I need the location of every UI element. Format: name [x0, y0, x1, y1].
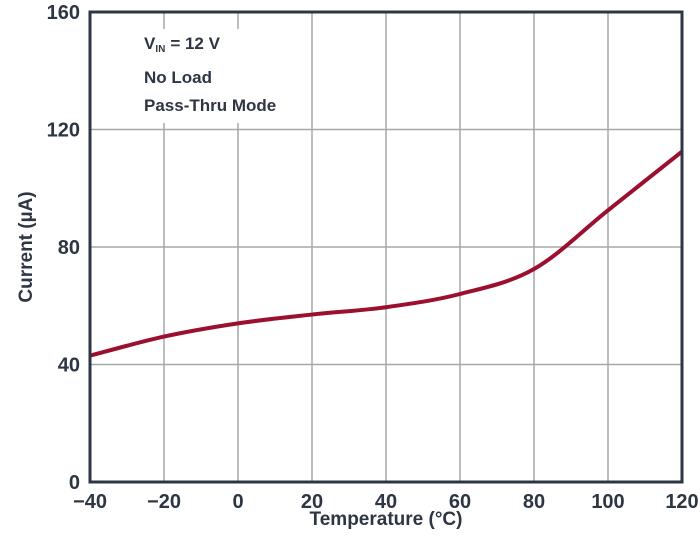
y-tick-label: 160: [47, 2, 80, 24]
x-tick-label: 120: [665, 491, 698, 513]
x-tick-label: 0: [232, 491, 243, 513]
y-tick-label: 0: [69, 472, 80, 494]
x-axis-title: Temperature (°C): [309, 509, 463, 530]
y-tick-label: 40: [58, 355, 80, 377]
x-tick-label: 80: [523, 491, 545, 513]
x-tick-label: 20: [301, 491, 323, 513]
annotation-line-no-load: No Load: [144, 67, 212, 87]
x-tick-label: 100: [591, 491, 624, 513]
x-tick-label: −20: [147, 491, 181, 513]
data-curve: [90, 149, 682, 358]
y-tick-label: 120: [47, 120, 80, 142]
y-tick-label: 80: [58, 237, 80, 259]
x-tick-label: −40: [73, 491, 107, 513]
annotation-line-vin: VIN = 12 V: [144, 34, 220, 55]
x-tick-label: 40: [375, 491, 397, 513]
annotation-line-pass-thru: Pass-Thru Mode: [144, 95, 277, 115]
vin-subscript: IN: [155, 43, 166, 55]
annotation-box: VIN = 12 V No Load Pass-Thru Mode: [140, 29, 287, 123]
x-tick-label: 60: [449, 491, 471, 513]
plot-frame: [88, 10, 684, 484]
y-axis-title: Current (µA): [16, 191, 37, 303]
